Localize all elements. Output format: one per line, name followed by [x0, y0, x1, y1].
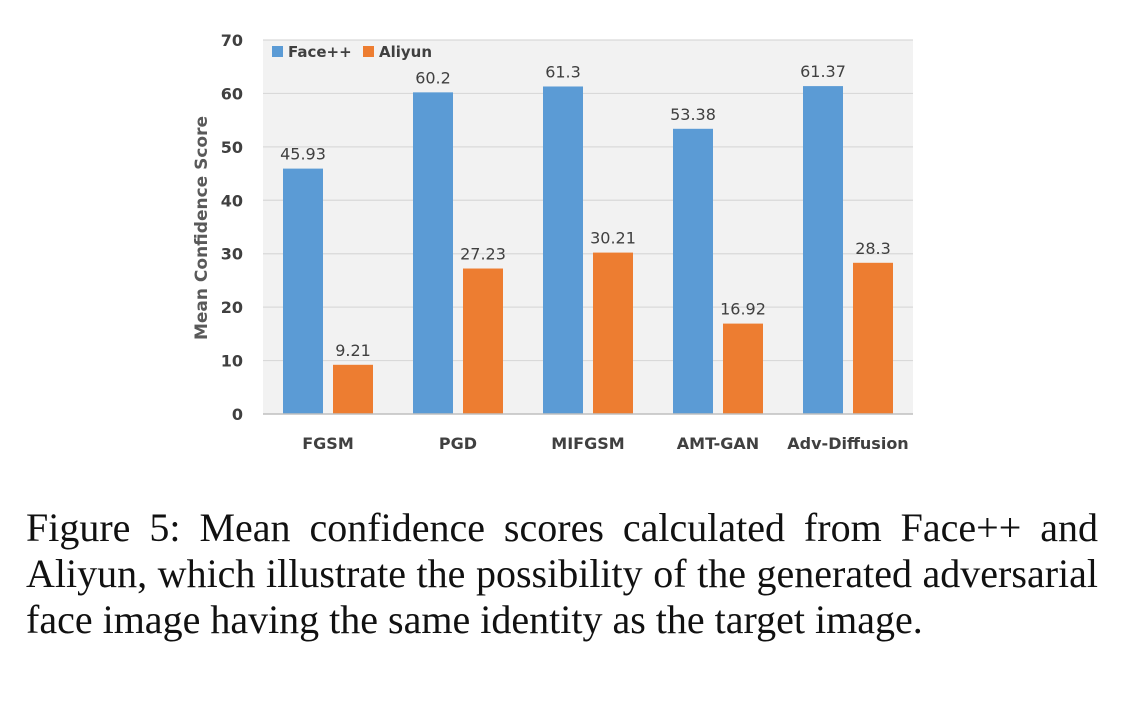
data-label: 28.3	[855, 239, 891, 258]
y-axis-ticks: 0 10 20 30 40 50 60 70	[221, 31, 243, 424]
bar-aliyun-adv-diffusion	[853, 262, 893, 414]
figure-caption: Figure 5: Mean confidence scores calcula…	[26, 505, 1098, 642]
legend-swatch-face	[272, 46, 283, 57]
bar-chart: 0 10 20 30 40 50 60 70 45.93 9.21 60.2 27.23 61.3 30…	[192, 31, 913, 453]
data-label: 61.37	[800, 62, 846, 81]
bar-face-adv-diffusion	[803, 86, 843, 414]
bar-aliyun-fgsm	[333, 364, 373, 414]
data-label: 60.2	[415, 68, 451, 87]
legend-label-face: Face++	[288, 43, 352, 61]
bar-aliyun-mifgsm	[593, 252, 633, 414]
y-tick-label: 50	[221, 138, 243, 157]
data-label: 16.92	[720, 300, 766, 319]
data-label: 61.3	[545, 62, 581, 81]
x-tick-label: AMT-GAN	[677, 434, 759, 453]
data-label: 27.23	[460, 245, 506, 264]
legend: Face++ Aliyun	[272, 43, 432, 61]
bars	[283, 86, 893, 415]
y-tick-label: 40	[221, 191, 243, 210]
y-tick-label: 70	[221, 31, 243, 50]
x-tick-label: Adv-Diffusion	[787, 434, 908, 453]
bar-face-pgd	[413, 92, 453, 415]
legend-label-aliyun: Aliyun	[379, 43, 432, 61]
data-label: 45.93	[280, 145, 326, 164]
legend-swatch-aliyun	[363, 46, 374, 57]
y-tick-label: 10	[221, 352, 243, 371]
bar-face-mifgsm	[543, 86, 583, 415]
bar-aliyun-pgd	[463, 268, 503, 414]
data-label: 9.21	[335, 341, 371, 360]
x-axis-ticks: FGSM PGD MIFGSM AMT-GAN Adv-Diffusion	[302, 434, 908, 453]
y-tick-label: 0	[232, 405, 243, 424]
y-axis-label: Mean Confidence Score	[192, 116, 212, 340]
x-tick-label: FGSM	[302, 434, 354, 453]
y-tick-label: 30	[221, 245, 243, 264]
x-tick-label: MIFGSM	[551, 434, 624, 453]
bar-face-fgsm	[283, 168, 323, 414]
y-tick-label: 60	[221, 84, 243, 103]
data-label: 53.38	[670, 105, 716, 124]
bar-face-amt-gan	[673, 128, 713, 414]
x-tick-label: PGD	[439, 434, 477, 453]
data-label: 30.21	[590, 229, 636, 248]
y-tick-label: 20	[221, 298, 243, 317]
data-labels: 45.93 9.21 60.2 27.23 61.3 30.21 53.38 16.92 61.…	[280, 62, 891, 360]
bar-aliyun-amt-gan	[723, 323, 763, 414]
